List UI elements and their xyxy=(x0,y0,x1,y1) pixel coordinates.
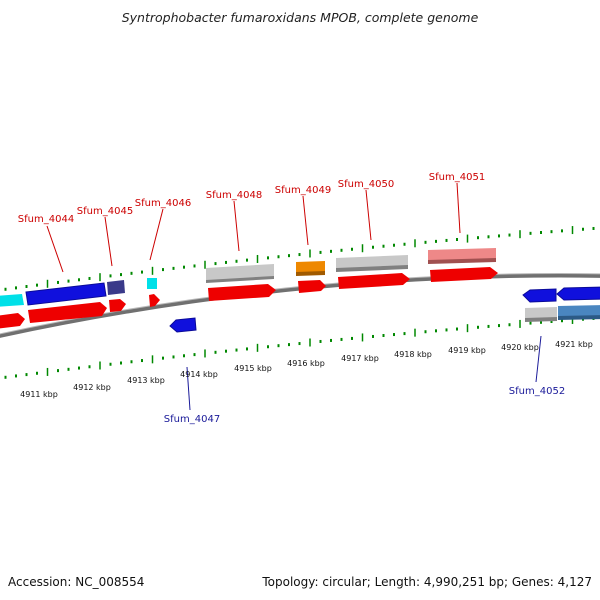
gene-labels: Sfum_4044 Sfum_4045 Sfum_4046 Sfum_4048 … xyxy=(18,172,565,425)
gene-sfum-4052-blue-b[interactable] xyxy=(556,286,600,301)
tick-label-4916: 4916 kbp xyxy=(287,359,325,368)
label-sfum-4050[interactable]: Sfum_4050 xyxy=(338,179,394,190)
leader-sfum-4052 xyxy=(535,335,542,383)
gene-sfum-4052[interactable] xyxy=(525,307,557,320)
tick-label-4912: 4912 kbp xyxy=(73,383,111,392)
feature-track-upper xyxy=(0,248,496,307)
leader-sfum-4050 xyxy=(365,189,372,241)
cds-sfum-4046[interactable] xyxy=(149,294,160,307)
cds-track xyxy=(0,267,498,329)
gene-sfum-4048-shadow xyxy=(206,276,274,283)
leader-sfum-4047 xyxy=(186,366,191,411)
tick-label-4919: 4919 kbp xyxy=(448,346,486,355)
tick-label-4918: 4918 kbp xyxy=(394,350,432,359)
leader-sfum-4044 xyxy=(46,225,64,273)
label-sfum-4048[interactable]: Sfum_4048 xyxy=(206,190,262,201)
cds-sfum-4051[interactable] xyxy=(430,267,498,282)
tick-label-4914: 4914 kbp xyxy=(180,370,218,379)
leader-sfum-4048 xyxy=(233,200,240,252)
outer-tick-ring xyxy=(4,226,595,291)
gene-steel-right-shadow xyxy=(558,315,600,320)
label-sfum-4047[interactable]: Sfum_4047 xyxy=(164,414,220,425)
label-leaders xyxy=(46,182,542,411)
leader-sfum-4046 xyxy=(149,208,164,261)
label-sfum-4051[interactable]: Sfum_4051 xyxy=(429,172,485,183)
tick-label-4921: 4921 kbp xyxy=(555,340,593,349)
gene-sfum-4051-shadow xyxy=(428,258,496,264)
gene-sfum-4045[interactable] xyxy=(107,280,125,295)
inner-tick-ring xyxy=(4,315,595,379)
gene-sfum-4049-shadow xyxy=(296,271,325,276)
label-sfum-4045[interactable]: Sfum_4045 xyxy=(77,206,133,217)
gene-sfum-4052-shadow xyxy=(525,317,557,322)
accession-text: Accession: NC_008554 xyxy=(8,575,144,589)
gene-sfum-4050[interactable] xyxy=(336,255,408,269)
leader-sfum-4045 xyxy=(104,216,113,267)
cds-sfum-4044[interactable] xyxy=(28,302,107,323)
gene-sfum-4044[interactable] xyxy=(25,282,107,306)
gene-sfum-4047[interactable] xyxy=(169,317,197,333)
gene-sfum-4050-shadow xyxy=(336,265,408,272)
genome-title: Syntrophobacter fumaroxidans MPOB, compl… xyxy=(122,10,479,25)
cds-sfum-4045[interactable] xyxy=(109,299,126,312)
tick-label-4913: 4913 kbp xyxy=(127,376,165,385)
cds-sfum-4049[interactable] xyxy=(298,280,326,293)
reverse-track xyxy=(169,286,600,333)
gene-steel-right[interactable] xyxy=(558,305,600,318)
label-sfum-4046[interactable]: Sfum_4046 xyxy=(135,198,191,209)
gene-sfum-4052-blue-a[interactable] xyxy=(522,288,557,303)
leader-sfum-4049 xyxy=(302,195,309,246)
tick-label-4917: 4917 kbp xyxy=(341,354,379,363)
leader-sfum-4051 xyxy=(456,182,461,234)
label-sfum-4044[interactable]: Sfum_4044 xyxy=(18,214,74,225)
gene-cyan-left[interactable] xyxy=(0,294,24,307)
tick-label-4920: 4920 kbp xyxy=(501,343,539,352)
gene-sfum-4046[interactable] xyxy=(147,278,157,289)
cds-sfum-4048[interactable] xyxy=(208,284,276,301)
cds-left[interactable] xyxy=(0,313,25,329)
label-sfum-4049[interactable]: Sfum_4049 xyxy=(275,185,331,196)
kbp-tick-labels: 4911 kbp 4912 kbp 4913 kbp 4914 kbp 4915… xyxy=(20,340,593,399)
genome-summary-text: Topology: circular; Length: 4,990,251 bp… xyxy=(261,575,592,589)
tick-label-4911: 4911 kbp xyxy=(20,390,58,399)
gene-sfum-4051[interactable] xyxy=(428,248,496,261)
gene-sfum-4049[interactable] xyxy=(296,261,325,273)
tick-label-4915: 4915 kbp xyxy=(234,364,272,373)
cds-sfum-4050[interactable] xyxy=(338,273,410,289)
label-sfum-4052[interactable]: Sfum_4052 xyxy=(509,386,565,397)
